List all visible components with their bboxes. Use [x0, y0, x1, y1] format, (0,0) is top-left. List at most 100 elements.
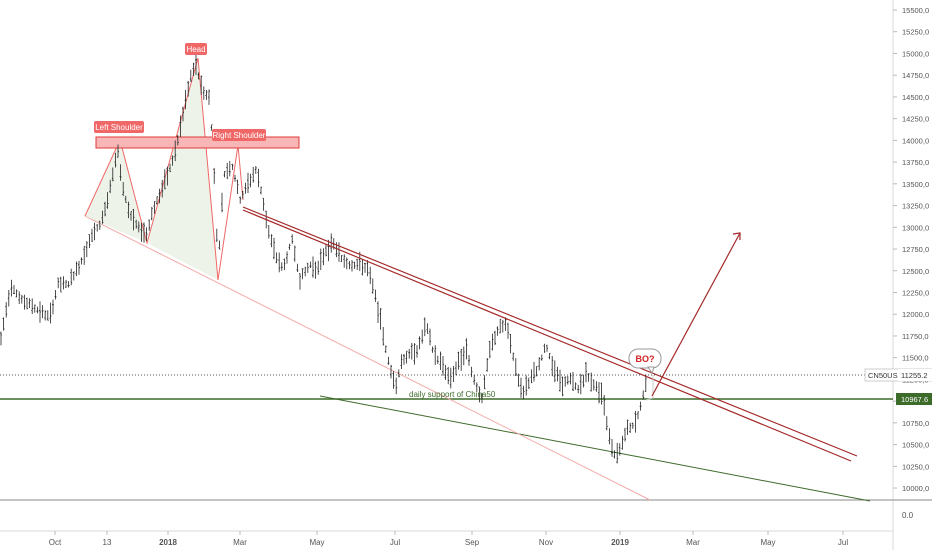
- ohlc-bar: [530, 369, 533, 384]
- ohlc-bar: [101, 210, 104, 224]
- support-text: daily support of China50: [409, 390, 496, 399]
- green-support-trendline[interactable]: [319, 395, 871, 502]
- left-shoulder-label[interactable]: Left Shoulder: [94, 121, 144, 133]
- ohlc-bar: [590, 372, 593, 392]
- breakout-callout[interactable]: BO?: [628, 348, 662, 375]
- ohlc-bar: [410, 342, 413, 360]
- ohlc-bar: [559, 369, 561, 392]
- ohlc-bar: [579, 373, 582, 395]
- price-tick-label: 14250,0: [902, 115, 929, 124]
- candlesticks: [0, 54, 647, 464]
- symbol-price-value: 11255.2: [901, 371, 928, 380]
- ohlc-bar: [600, 382, 603, 405]
- ohlc-bar: [169, 163, 171, 173]
- time-tick-label: Jul: [838, 538, 848, 547]
- ohlc-bar: [535, 366, 538, 377]
- price-tick-label: 14000,0: [902, 136, 929, 145]
- ohlc-bar: [481, 392, 483, 404]
- ohlc-bar: [257, 168, 260, 188]
- right-shoulder-label[interactable]: Right Shoulder: [212, 129, 266, 141]
- ohlc-bar: [283, 258, 286, 271]
- resistance-line-lower[interactable]: [242, 209, 852, 462]
- ohlc-bar: [124, 195, 127, 203]
- ohlc-bar: [254, 166, 257, 174]
- price-tick-label: 12750,0: [902, 245, 929, 254]
- ohlc-bar: [234, 174, 236, 182]
- ohlc-bar: [187, 80, 190, 97]
- ohlc-bar: [603, 395, 606, 416]
- ohlc-bar: [361, 259, 364, 276]
- left-shoulder-text: Left Shoulder: [95, 123, 143, 132]
- red-channel-line[interactable]: [84, 215, 651, 501]
- ohlc-bar: [202, 86, 205, 100]
- head-label[interactable]: Head: [185, 43, 207, 55]
- ohlc-bar: [356, 258, 359, 270]
- ohlc-bar: [299, 273, 301, 290]
- price-axis-ticks: 15500,0 15250,0 15000,0 14750,0 14500,0 14250…: [893, 6, 929, 493]
- ohlc-bar: [377, 301, 379, 323]
- price-tick-label: 15250,0: [902, 28, 929, 37]
- ohlc-bar: [421, 329, 424, 344]
- price-tick-label: 10500,0: [902, 441, 929, 450]
- ohlc-bar: [309, 261, 312, 268]
- ohlc-bar: [447, 366, 450, 385]
- ohlc-bar: [569, 372, 572, 385]
- ohlc-bar: [543, 343, 546, 353]
- ohlc-bar: [273, 237, 275, 260]
- ohlc-bar: [275, 252, 278, 264]
- ohlc-bar: [644, 374, 647, 392]
- ohlc-bar: [49, 302, 52, 324]
- ohlc-bar: [52, 299, 54, 315]
- breakout-projection-path[interactable]: [645, 375, 654, 401]
- ohlc-bar: [397, 369, 400, 378]
- ohlc-bar: [598, 382, 600, 404]
- ohlc-bar: [629, 422, 632, 433]
- ohlc-bar: [566, 375, 569, 385]
- ohlc-bar: [119, 164, 122, 181]
- ohlc-bar: [301, 268, 304, 280]
- resistance-line-upper[interactable]: [242, 206, 858, 457]
- ohlc-bar: [551, 356, 554, 377]
- ohlc-bar: [306, 262, 309, 273]
- ohlc-bar: [26, 297, 28, 310]
- ohlc-bar: [145, 227, 148, 241]
- ohlc-bar: [423, 317, 426, 337]
- ohlc-bar: [210, 124, 213, 131]
- ohlc-bar: [85, 241, 88, 258]
- ohlc-bar: [369, 266, 372, 285]
- ohlc-bar: [33, 304, 36, 313]
- ohlc-bar: [62, 276, 65, 290]
- ohlc-bar: [496, 326, 499, 336]
- ohlc-bar: [522, 385, 525, 400]
- neckline-zone[interactable]: [95, 136, 300, 149]
- ohlc-bar: [91, 228, 93, 242]
- ohlc-bar: [587, 373, 590, 382]
- symbol-price-label[interactable]: CN50USD 11255.2: [864, 368, 932, 382]
- ohlc-bar: [236, 179, 239, 195]
- ohlc-bar: [455, 361, 457, 376]
- ohlc-bar: [252, 166, 255, 183]
- ohlc-bar: [231, 163, 234, 170]
- ohlc-bar: [384, 345, 387, 353]
- ohlc-bar: [213, 167, 216, 184]
- support-price-label[interactable]: 10967.6: [896, 393, 932, 405]
- ohlc-bar: [39, 301, 41, 323]
- ohlc-bar: [143, 222, 145, 243]
- ohlc-bar: [46, 310, 49, 321]
- price-tick-label: 10000,0: [902, 484, 929, 493]
- ohlc-bar: [93, 222, 96, 241]
- ohlc-bar: [23, 294, 26, 310]
- ohlc-bar: [262, 197, 265, 211]
- price-tick-label: 12500,0: [902, 267, 929, 276]
- breakout-projection-arrow[interactable]: [651, 232, 741, 397]
- ohlc-bar: [405, 350, 408, 364]
- ohlc-bar: [10, 279, 13, 297]
- ohlc-bar: [572, 372, 574, 391]
- ohlc-bar: [59, 276, 62, 293]
- ohlc-bar: [626, 419, 629, 435]
- time-tick-label: Mar: [686, 538, 700, 547]
- ohlc-bar: [288, 243, 291, 250]
- ohlc-bar: [475, 382, 478, 393]
- time-tick-label: May: [309, 538, 324, 547]
